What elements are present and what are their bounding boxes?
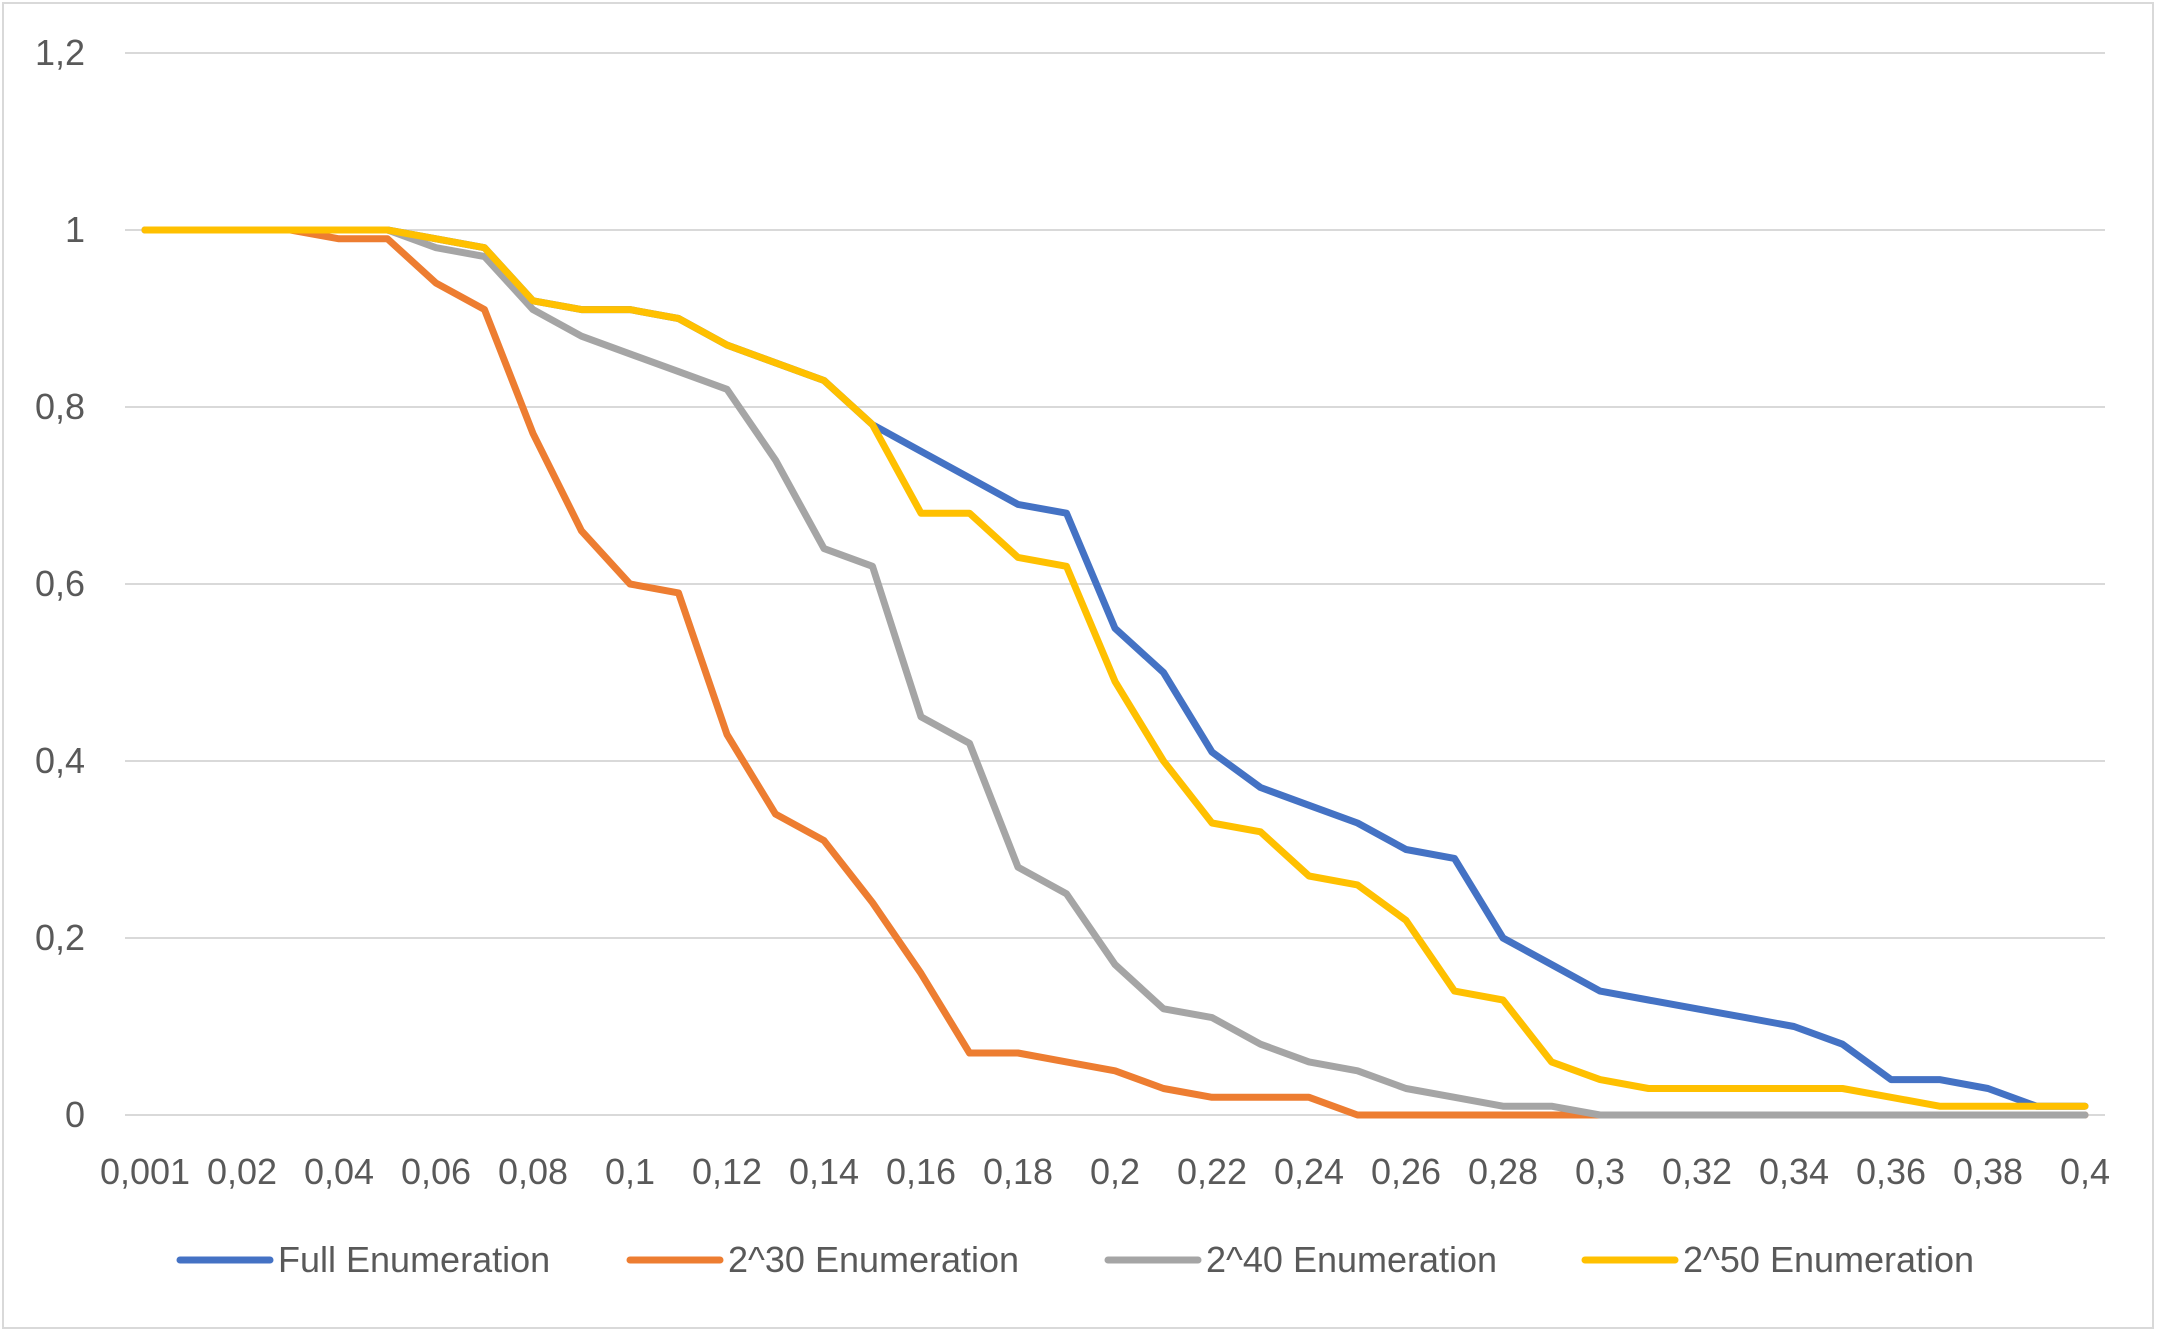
x-tick-label: 0,28 [1468,1151,1538,1192]
y-tick-label: 0,4 [35,740,85,781]
legend-label: 2^40 Enumeration [1206,1239,1497,1280]
x-tick-label: 0,22 [1177,1151,1247,1192]
legend-label: Full Enumeration [278,1239,550,1280]
legend-item: Full Enumeration [176,1239,550,1280]
x-tick-label: 0,2 [1090,1151,1140,1192]
x-tick-label: 0,06 [401,1151,471,1192]
y-tick-label: 1,2 [35,32,85,73]
y-tick-label: 1 [65,209,85,250]
x-tick-label: 0,24 [1274,1151,1344,1192]
legend-item: 2^40 Enumeration [1104,1239,1497,1280]
series-line-4 [141,226,2089,1110]
y-tick-label: 0 [65,1094,85,1135]
x-tick-label: 0,08 [498,1151,568,1192]
legend-item: 2^30 Enumeration [626,1239,1019,1280]
series-line-3 [141,226,2089,1119]
legend: Full Enumeration 2^30 Enumeration 2^40 Enu… [176,1239,1974,1280]
x-tick-label: 0,3 [1575,1151,1625,1192]
x-axis-tick-labels: 0,001 0,02 0,04 0,06 0,08 0,1 0,12 0,14 0,16 0,18… [100,1151,2110,1192]
x-tick-label: 0,18 [983,1151,1053,1192]
x-tick-label: 0,04 [304,1151,374,1192]
y-tick-label: 0,8 [35,386,85,427]
series-line-1 [141,226,2089,1110]
x-tick-label: 0,1 [605,1151,655,1192]
legend-label: 2^30 Enumeration [728,1239,1019,1280]
x-tick-label: 0,36 [1856,1151,1926,1192]
series-lines [141,226,2089,1119]
x-tick-label: 0,12 [692,1151,762,1192]
x-tick-label: 0,34 [1759,1151,1829,1192]
y-tick-label: 0,6 [35,563,85,604]
x-tick-label: 0,32 [1662,1151,1732,1192]
x-tick-label: 0,14 [789,1151,859,1192]
y-tick-label: 0,2 [35,917,85,958]
legend-label: 2^50 Enumeration [1683,1239,1974,1280]
y-axis-tick-labels: 0 0,2 0,4 0,6 0,8 1 1,2 [35,32,85,1135]
x-tick-label: 0,02 [207,1151,277,1192]
x-tick-label: 0,4 [2060,1151,2110,1192]
x-tick-label: 0,38 [1953,1151,2023,1192]
legend-item: 2^50 Enumeration [1581,1239,1974,1280]
x-tick-label: 0,26 [1371,1151,1441,1192]
gridlines [125,52,2105,1116]
x-tick-label: 0,16 [886,1151,956,1192]
x-tick-label: 0,001 [100,1151,190,1192]
